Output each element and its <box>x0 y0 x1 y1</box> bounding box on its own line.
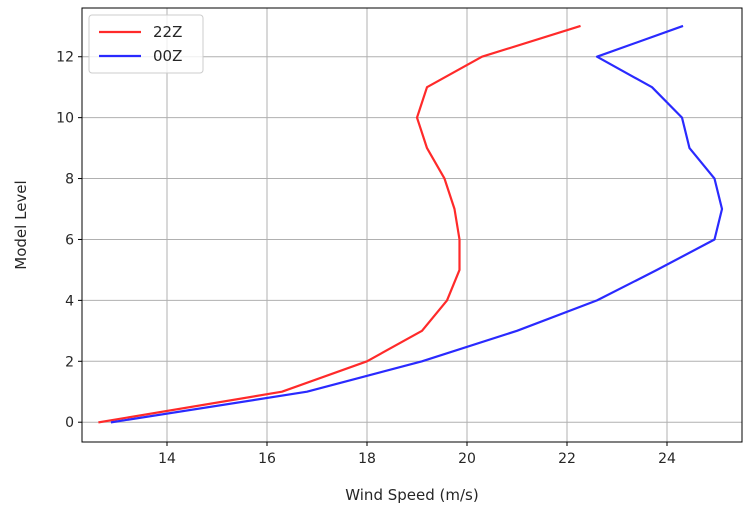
x-tick-label: 22 <box>558 451 576 467</box>
series-lines <box>98 24 724 424</box>
y-tick-label: 8 <box>65 172 74 188</box>
legend: 22Z 00Z <box>88 14 204 74</box>
x-tick-label: 14 <box>158 451 176 467</box>
y-axis-label: Model Level <box>12 180 30 269</box>
plot-area-frame <box>81 7 743 443</box>
legend-label-00z: 00Z <box>153 47 182 65</box>
y-tick-label: 6 <box>65 232 74 248</box>
x-tick-label: 24 <box>658 451 676 467</box>
y-tick-label: 2 <box>65 354 74 370</box>
x-tick-label: 16 <box>258 451 276 467</box>
x-axis-label: Wind Speed (m/s) <box>345 486 478 504</box>
legend-label-22z: 22Z <box>153 23 182 41</box>
x-tick-label: 18 <box>358 451 376 467</box>
y-tick-label: 12 <box>56 50 74 66</box>
legend-box <box>88 14 204 74</box>
series-line-22z <box>98 24 581 424</box>
y-tick-label: 4 <box>65 293 74 309</box>
series-line-00z <box>110 24 724 424</box>
grid <box>82 8 742 442</box>
x-tick-label: 20 <box>458 451 476 467</box>
y-tick-label: 0 <box>65 415 74 431</box>
y-tick-label: 10 <box>56 111 74 127</box>
